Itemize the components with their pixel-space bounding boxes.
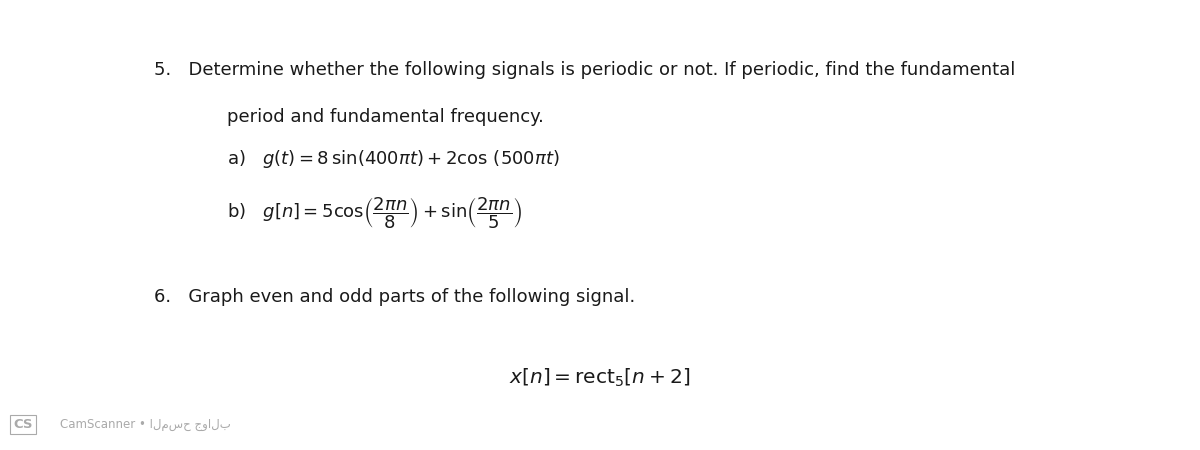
Text: period and fundamental frequency.: period and fundamental frequency. — [227, 108, 544, 126]
Text: b)   $g[n] = 5\cos\!\left(\dfrac{2\pi n}{8}\right) + \sin\!\left(\dfrac{2\pi n}{: b) $g[n] = 5\cos\!\left(\dfrac{2\pi n}{8… — [227, 196, 522, 231]
Text: $x[n] = \mathrm{rect}_5[n + 2]$: $x[n] = \mathrm{rect}_5[n + 2]$ — [510, 367, 690, 389]
Text: 5.   Determine whether the following signals is periodic or not. If periodic, fi: 5. Determine whether the following signa… — [154, 61, 1015, 79]
Text: 6.   Graph even and odd parts of the following signal.: 6. Graph even and odd parts of the follo… — [154, 288, 635, 306]
Text: CS: CS — [13, 418, 32, 431]
Text: CamScanner • المسح جوالب: CamScanner • المسح جوالب — [60, 418, 230, 431]
Text: a)   $g(t) = 8\,\sin(400\pi t) + 2\cos\,(500\pi t)$: a) $g(t) = 8\,\sin(400\pi t) + 2\cos\,(5… — [227, 148, 559, 171]
